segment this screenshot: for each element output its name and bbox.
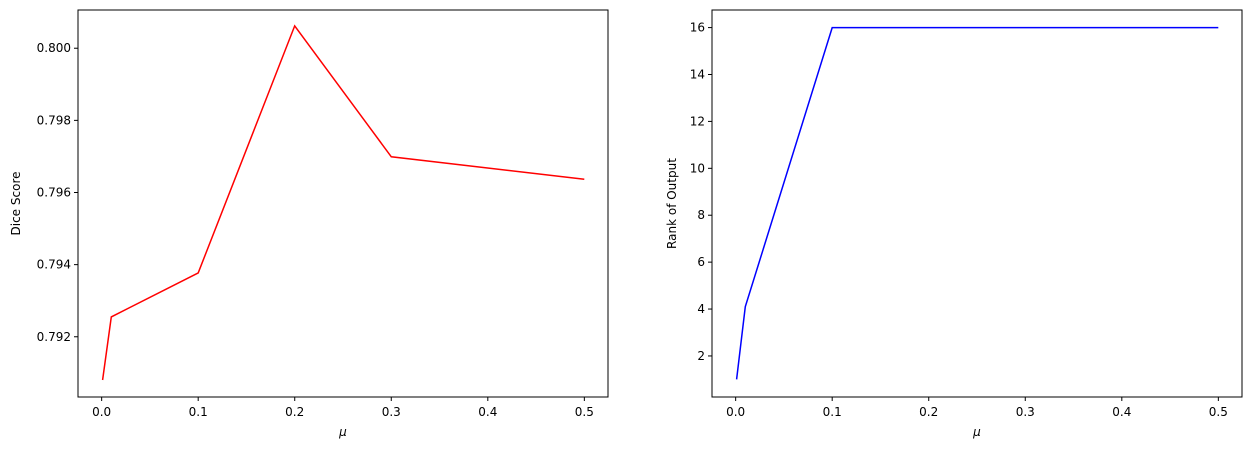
rank-x-tick-label: 0.3 — [1016, 405, 1035, 419]
dice-score-chart: 0.0 0.1 0.2 0.3 0.4 0.5 0.7920.7940.7960.7980… — [9, 9, 609, 439]
dice-score-x-tick-label: 0.0 — [92, 405, 111, 419]
rank-y-tick-label: 6 — [697, 255, 705, 269]
rank-x-tick-label: 0.5 — [1209, 405, 1228, 419]
rank-x-ticks: 0.0 0.1 0.2 0.3 0.4 0.5 — [726, 397, 1228, 419]
rank-x-axis-label: μ — [972, 425, 981, 439]
dice-score-y-tick-label: 0.796 — [37, 185, 71, 199]
dice-score-x-tick-label: 0.1 — [189, 405, 208, 419]
rank-y-ticks: 2 4 6 8 10 12 14 16 — [690, 21, 712, 363]
dice-score-y-tick-label: 0.792 — [37, 330, 71, 344]
rank-x-tick-label: 0.1 — [823, 405, 842, 419]
dice-score-line — [101, 24, 585, 381]
dice-score-x-axis-label: μ — [338, 425, 347, 439]
rank-y-tick-label: 16 — [690, 21, 705, 35]
rank-y-tick-label: 8 — [697, 208, 705, 222]
rank-y-tick-label: 14 — [690, 68, 705, 82]
dice-score-x-tick-label: 0.2 — [285, 405, 304, 419]
dice-score-y-tick-label: 0.794 — [37, 258, 71, 272]
dice-score-y-tick-label: 0.800 — [37, 41, 71, 55]
dice-score-y-ticks: 0.792 0.794 0.796 0.798 0.800 — [37, 41, 78, 344]
rank-plot-frame — [711, 9, 1243, 398]
rank-x-tick-label: 0.4 — [1112, 405, 1131, 419]
dice-score-y-axis-label: Dice Score — [9, 172, 23, 236]
rank-x-tick-label: 0.2 — [919, 405, 938, 419]
rank-of-output-chart: 0.0 0.1 0.2 0.3 0.4 0.5 2 4 6 8 10 12 14 16 μ Rank o… — [665, 9, 1243, 439]
dice-score-x-ticks: 0.0 0.1 0.2 0.3 0.4 0.5 — [92, 397, 594, 419]
rank-y-tick-label: 2 — [697, 349, 705, 363]
dice-score-x-tick-label: 0.3 — [382, 405, 401, 419]
rank-x-tick-label: 0.0 — [726, 405, 745, 419]
rank-y-axis-label: Rank of Output — [665, 158, 679, 249]
rank-y-tick-label: 4 — [697, 302, 705, 316]
dice-score-plot-frame — [77, 9, 609, 398]
rank-y-tick-label: 10 — [690, 161, 705, 175]
dice-score-y-tick-label: 0.798 — [37, 113, 71, 127]
dice-score-x-tick-label: 0.4 — [478, 405, 497, 419]
rank-of-output-line — [735, 26, 1219, 380]
dice-score-x-tick-label: 0.5 — [575, 405, 594, 419]
rank-y-tick-label: 12 — [690, 114, 705, 128]
